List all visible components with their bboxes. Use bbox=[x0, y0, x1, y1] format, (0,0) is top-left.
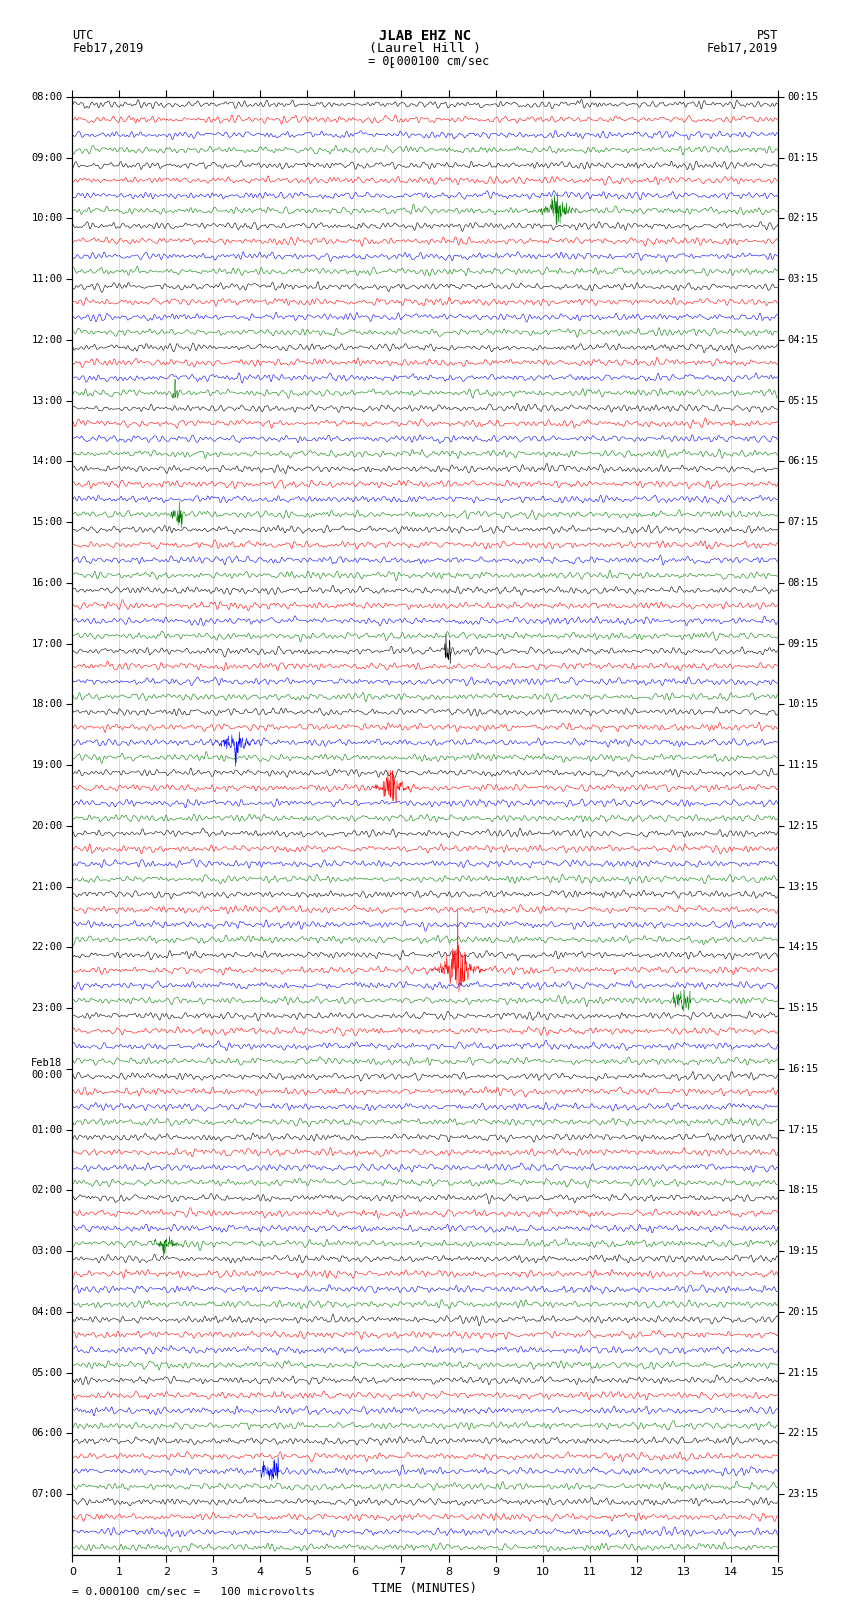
Text: [: [ bbox=[387, 56, 394, 69]
Text: Feb17,2019: Feb17,2019 bbox=[72, 42, 144, 55]
Text: = 0.000100 cm/sec =   100 microvolts: = 0.000100 cm/sec = 100 microvolts bbox=[72, 1587, 315, 1597]
Text: PST: PST bbox=[756, 29, 778, 42]
Text: (Laurel Hill ): (Laurel Hill ) bbox=[369, 42, 481, 55]
Text: = 0.000100 cm/sec: = 0.000100 cm/sec bbox=[361, 55, 489, 68]
X-axis label: TIME (MINUTES): TIME (MINUTES) bbox=[372, 1582, 478, 1595]
Text: JLAB EHZ NC: JLAB EHZ NC bbox=[379, 29, 471, 44]
Text: UTC: UTC bbox=[72, 29, 94, 42]
Text: Feb17,2019: Feb17,2019 bbox=[706, 42, 778, 55]
